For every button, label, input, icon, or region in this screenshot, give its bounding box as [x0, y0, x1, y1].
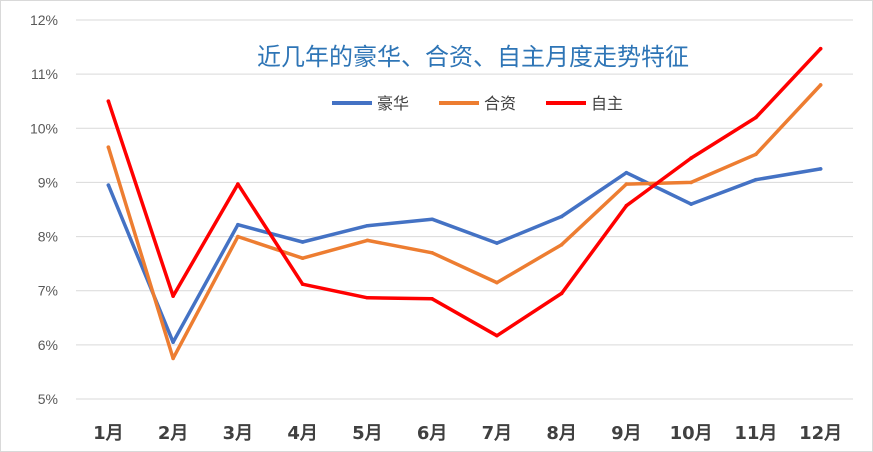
series-line-0: [106, 167, 823, 344]
y-tick-label: 7%: [38, 283, 58, 299]
data-point: [689, 202, 693, 206]
data-point: [236, 234, 240, 239]
y-tick-label: 11%: [31, 66, 58, 82]
data-point: [236, 222, 240, 227]
x-tick-label: 6月: [417, 423, 448, 444]
data-point: [689, 180, 693, 185]
series-line-2: [106, 46, 823, 338]
data-point: [106, 183, 111, 187]
data-point: [106, 99, 111, 104]
data-point: [365, 238, 370, 243]
legend-label: 合资: [484, 94, 516, 113]
legend-item: 豪华: [332, 94, 409, 113]
x-tick-label: 5月: [352, 423, 383, 444]
data-point: [754, 152, 758, 157]
y-tick-label: 5%: [38, 391, 58, 407]
data-point: [430, 251, 434, 255]
data-point: [495, 280, 499, 285]
data-point: [365, 223, 370, 228]
data-point: [818, 167, 823, 171]
y-axis: 5% 6% 7% 8% 9% 10% 11% 12%: [30, 12, 58, 407]
x-tick-label: 11月: [734, 423, 777, 444]
data-point: [171, 340, 175, 344]
data-point: [754, 115, 758, 120]
x-tick-label: 1月: [93, 423, 124, 444]
data-point: [818, 83, 823, 87]
x-axis: 1月 2月 3月 4月 5月 6月 7月 8月 9月 10月 11月 12月: [93, 423, 842, 444]
x-tick-label: 4月: [287, 423, 318, 444]
y-tick-label: 9%: [38, 174, 58, 190]
data-point: [559, 242, 564, 247]
y-tick-label: 8%: [38, 229, 58, 245]
legend-label: 豪华: [377, 94, 409, 113]
x-tick-label: 10月: [670, 423, 713, 444]
legend: 豪华 合资 自主: [332, 94, 623, 113]
data-point: [300, 256, 305, 261]
data-point: [236, 182, 240, 186]
data-point: [559, 214, 564, 219]
legend-label: 自主: [591, 94, 623, 113]
data-point: [171, 356, 175, 361]
data-point: [430, 217, 434, 222]
data-point: [106, 145, 111, 150]
legend-item: 自主: [546, 94, 623, 113]
data-point: [300, 282, 305, 287]
data-point: [624, 203, 629, 208]
data-point: [365, 295, 370, 300]
series-line-1: [106, 83, 823, 361]
y-tick-label: 12%: [30, 12, 58, 28]
data-point: [624, 182, 629, 186]
grid: [76, 19, 853, 400]
x-tick-label: 9月: [611, 423, 642, 444]
chart-title: 近几年的豪华、合资、自主月度走势特征: [257, 43, 689, 71]
data-point: [754, 177, 758, 182]
data-point: [495, 333, 499, 338]
data-point: [430, 297, 434, 301]
data-point: [171, 294, 175, 298]
x-tick-label: 8月: [546, 423, 577, 444]
data-point: [689, 156, 693, 160]
data-point: [300, 240, 305, 244]
x-tick-label: 7月: [482, 423, 513, 444]
legend-item: 合资: [439, 94, 516, 113]
y-tick-label: 6%: [38, 337, 58, 353]
x-tick-label: 12月: [799, 423, 842, 444]
series-lines: [106, 46, 823, 361]
data-point: [495, 241, 499, 245]
data-point: [624, 170, 629, 175]
data-point: [559, 291, 564, 296]
x-tick-label: 3月: [223, 423, 254, 444]
data-point: [818, 46, 823, 51]
y-tick-label: 10%: [30, 120, 58, 136]
x-tick-label: 2月: [158, 423, 189, 444]
